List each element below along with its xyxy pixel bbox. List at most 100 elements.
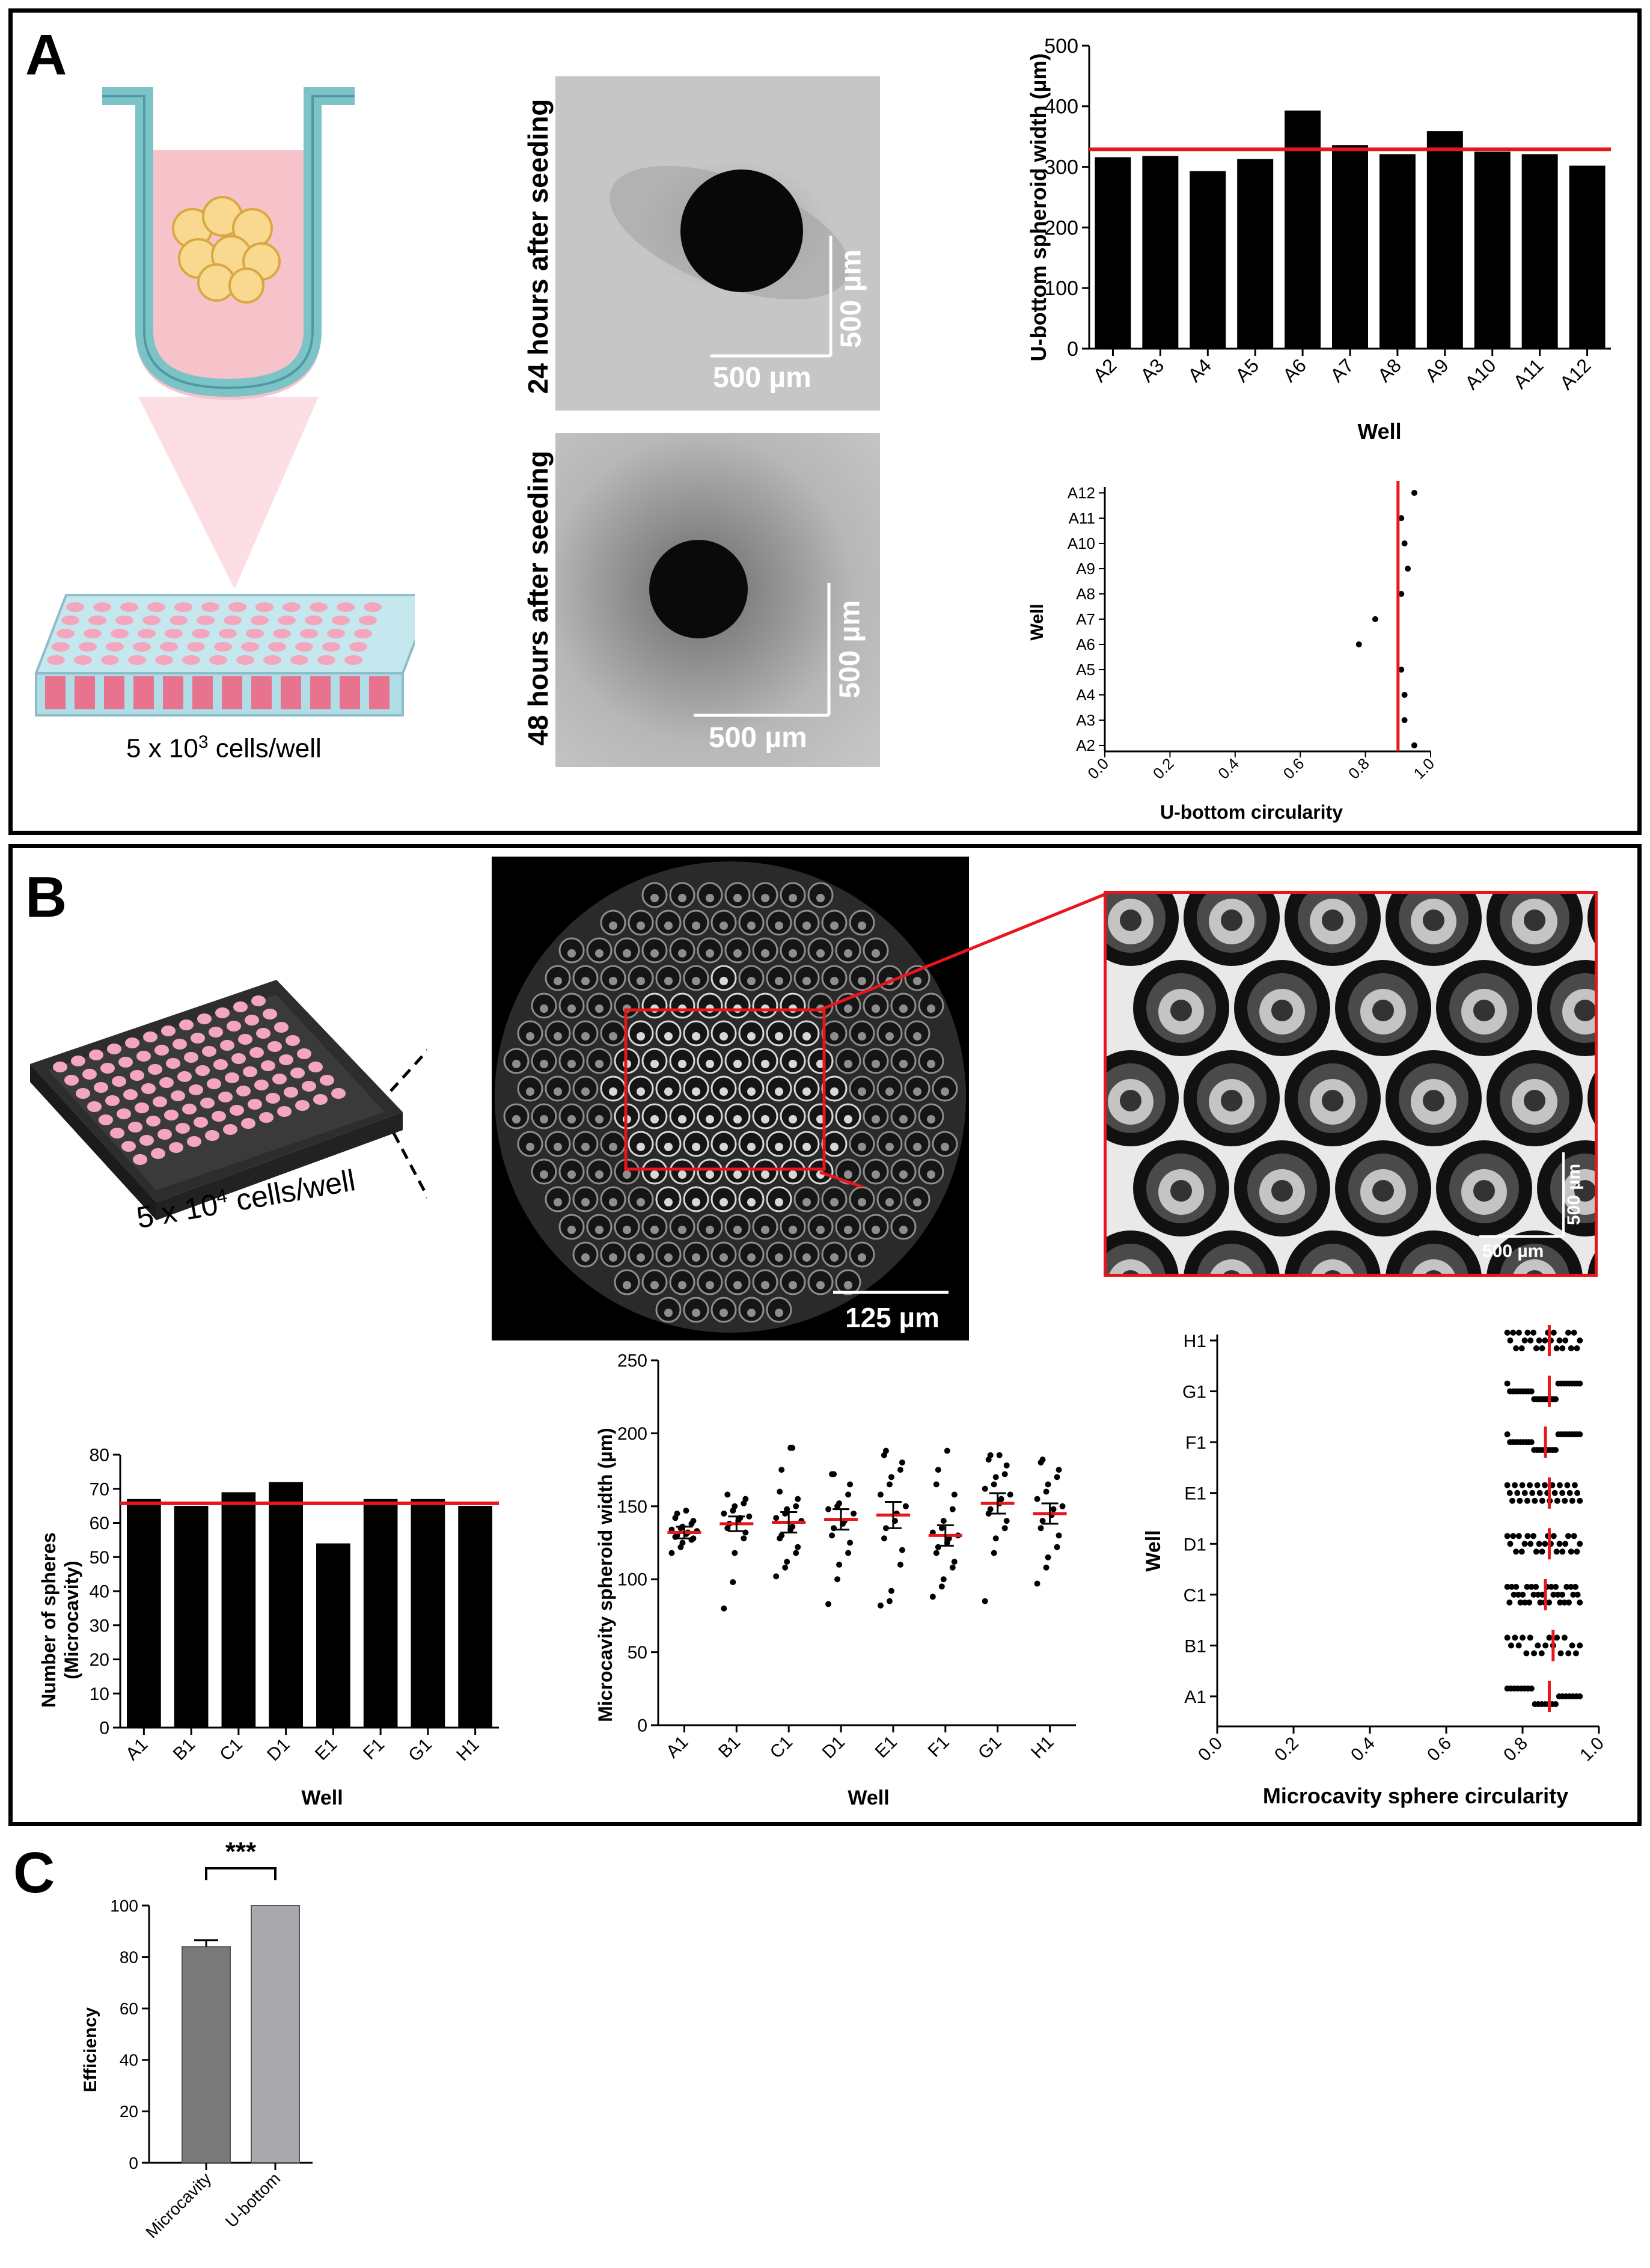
y-tick-label: 50 bbox=[628, 1643, 647, 1663]
data-point bbox=[1518, 1548, 1525, 1555]
data-point bbox=[784, 1506, 790, 1512]
microcavity-plate-well bbox=[236, 1086, 251, 1096]
microcavity-spheroid bbox=[789, 1226, 797, 1234]
microcavity-spheroid bbox=[664, 1143, 673, 1151]
microcavity-plate-well bbox=[135, 1102, 149, 1113]
y-tick-label: D1 bbox=[1184, 1535, 1206, 1554]
y-tick-label: 80 bbox=[120, 1948, 138, 1966]
microcavity-spheroid bbox=[872, 949, 880, 958]
microcavity-spheroid bbox=[581, 977, 590, 985]
microcavity-spheroid bbox=[844, 949, 852, 958]
microcavity-spheroid bbox=[692, 1032, 700, 1041]
data-point bbox=[897, 1561, 903, 1568]
microcavity-plate-well bbox=[189, 1084, 203, 1095]
y-tick-label: A12 bbox=[1068, 484, 1095, 502]
dashed-connector-bottom bbox=[392, 1132, 427, 1199]
data-point bbox=[1574, 1490, 1581, 1496]
microcavity-plate-well bbox=[141, 1083, 156, 1094]
data-point bbox=[836, 1561, 843, 1568]
microcavity-spheroid bbox=[775, 1253, 783, 1262]
data-point bbox=[777, 1488, 783, 1495]
bar bbox=[1426, 131, 1463, 349]
microcavity-inner bbox=[1298, 1244, 1367, 1274]
plate-well bbox=[332, 616, 350, 625]
plate-well bbox=[84, 629, 102, 638]
data-point bbox=[1515, 1533, 1522, 1539]
ubottom-width-ylabel: U-bottom spheroid width (µm) bbox=[1026, 53, 1051, 362]
data-point bbox=[1512, 1634, 1518, 1641]
microcavity-spheroid bbox=[554, 1032, 562, 1041]
data-point bbox=[951, 1491, 958, 1498]
bar bbox=[1142, 156, 1179, 349]
data-point bbox=[987, 1506, 994, 1512]
microcavity-spheroid bbox=[789, 894, 797, 902]
microcavity-spheroid bbox=[581, 1087, 590, 1096]
data-point bbox=[1056, 1467, 1062, 1473]
bar bbox=[1237, 159, 1274, 349]
microcavity-spheroid bbox=[858, 1087, 866, 1096]
data-point bbox=[1007, 1491, 1013, 1498]
bar bbox=[1569, 165, 1606, 349]
plate-well bbox=[228, 602, 246, 612]
data-point bbox=[1405, 566, 1411, 572]
plate-well bbox=[300, 629, 318, 638]
data-point bbox=[1574, 1345, 1580, 1351]
data-point bbox=[1398, 667, 1405, 673]
ubottom-width-xlabel: Well bbox=[1357, 419, 1401, 444]
data-point bbox=[1556, 1541, 1563, 1547]
x-tick-label: 0.6 bbox=[1280, 754, 1308, 783]
microcavity-plate-well bbox=[184, 1052, 198, 1063]
data-point bbox=[982, 1598, 988, 1604]
data-point bbox=[1538, 1650, 1545, 1657]
y-tick-label: F1 bbox=[1185, 1433, 1206, 1453]
data-point bbox=[1001, 1525, 1008, 1532]
x-tick-label: 0.4 bbox=[1347, 1734, 1379, 1765]
microcavity-plate-well bbox=[205, 1130, 219, 1141]
microcavity-spheroid bbox=[678, 1060, 686, 1068]
microcavity-spheroid bbox=[637, 1143, 645, 1151]
data-point bbox=[1411, 490, 1417, 496]
data-point bbox=[1562, 1541, 1569, 1547]
microcavity-spheroid bbox=[664, 1198, 673, 1206]
microcavity-plate-well bbox=[256, 1028, 270, 1039]
plate-well bbox=[174, 602, 192, 612]
microcavity-plate-well bbox=[179, 1019, 194, 1030]
data-point bbox=[1535, 1591, 1541, 1598]
data-point bbox=[1562, 1497, 1568, 1504]
data-point bbox=[982, 1485, 988, 1492]
data-point bbox=[1521, 1337, 1528, 1343]
x-tick-label: 1.0 bbox=[1410, 754, 1438, 783]
microcavity-well bbox=[1587, 1253, 1595, 1274]
bar bbox=[174, 1506, 209, 1728]
plate-well bbox=[197, 616, 215, 625]
microcavity-spheroid bbox=[609, 1143, 617, 1151]
microcavity-spheroid bbox=[609, 1087, 617, 1096]
y-tick-label: A3 bbox=[1076, 711, 1095, 729]
microcavity-plate-well bbox=[151, 1148, 165, 1159]
data-point bbox=[1566, 1490, 1573, 1496]
data-point bbox=[831, 1471, 837, 1478]
microcavity-spheroid bbox=[830, 922, 839, 930]
data-point bbox=[1551, 1490, 1558, 1496]
microcavity-plate-well bbox=[110, 1128, 124, 1139]
microcavity-spheroid bbox=[733, 1281, 742, 1289]
microcavity-spheroid bbox=[899, 1226, 908, 1234]
y-tick-label: 300 bbox=[1044, 156, 1078, 179]
microcavity-plate-well bbox=[161, 1025, 176, 1036]
microcavity-plate-well bbox=[71, 1056, 85, 1066]
data-point bbox=[1571, 1482, 1578, 1488]
plate-well bbox=[310, 602, 328, 612]
data-point bbox=[1054, 1544, 1060, 1550]
microcavity-spheroid bbox=[692, 922, 700, 930]
data-point bbox=[1054, 1474, 1060, 1481]
x-tick-label: A8 bbox=[1373, 354, 1405, 386]
data-point bbox=[1034, 1580, 1040, 1587]
data-point bbox=[1514, 1490, 1521, 1496]
microcavity-spheroid bbox=[540, 1004, 548, 1013]
microcavity-spheroid bbox=[720, 1253, 728, 1262]
x-tick-label: E1 bbox=[311, 1735, 341, 1764]
data-point bbox=[782, 1564, 789, 1571]
microcavity-spheroid bbox=[761, 1060, 769, 1068]
data-point bbox=[1508, 1583, 1515, 1590]
microcavity-spheroid bbox=[1221, 1090, 1242, 1111]
